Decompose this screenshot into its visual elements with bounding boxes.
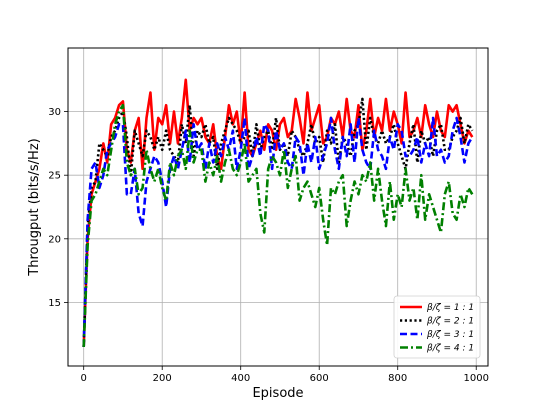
x-tick-label: 200	[153, 373, 172, 384]
plot-frame	[67, 47, 489, 367]
x-tick-label: 400	[231, 373, 250, 384]
y-tick-label: 25	[48, 171, 61, 182]
y-tick-label: 15	[48, 298, 61, 309]
series-line-3	[82, 116, 474, 347]
legend-box	[393, 295, 481, 359]
y-axis-title: Througput (bits/s/Hz)	[27, 138, 42, 276]
x-tick-label: 1000	[463, 373, 488, 384]
legend-label-1: β/ζ = 1 : 1	[426, 303, 474, 313]
x-axis-title: Episode	[252, 386, 303, 401]
legend-label-3: β/ζ = 3 : 1	[426, 330, 474, 340]
axis-ticks: 0 200 400 600 800 1000 15 20 25 30	[48, 107, 489, 384]
legend-label-4: β/ζ = 4 : 1	[426, 344, 474, 354]
x-tick-label: 800	[388, 373, 407, 384]
x-tick-label: 0	[81, 373, 87, 384]
series-lines	[82, 78, 474, 347]
legend: β/ζ = 1 : 1 β/ζ = 2 : 1 β/ζ = 3 : 1 β/ζ = 4…	[393, 295, 481, 359]
legend-label-2: β/ζ = 2 : 1	[426, 317, 474, 327]
y-tick-label: 30	[48, 107, 61, 118]
x-tick-label: 600	[310, 373, 329, 384]
y-tick-label: 20	[48, 234, 61, 245]
series-line-4	[82, 103, 474, 347]
